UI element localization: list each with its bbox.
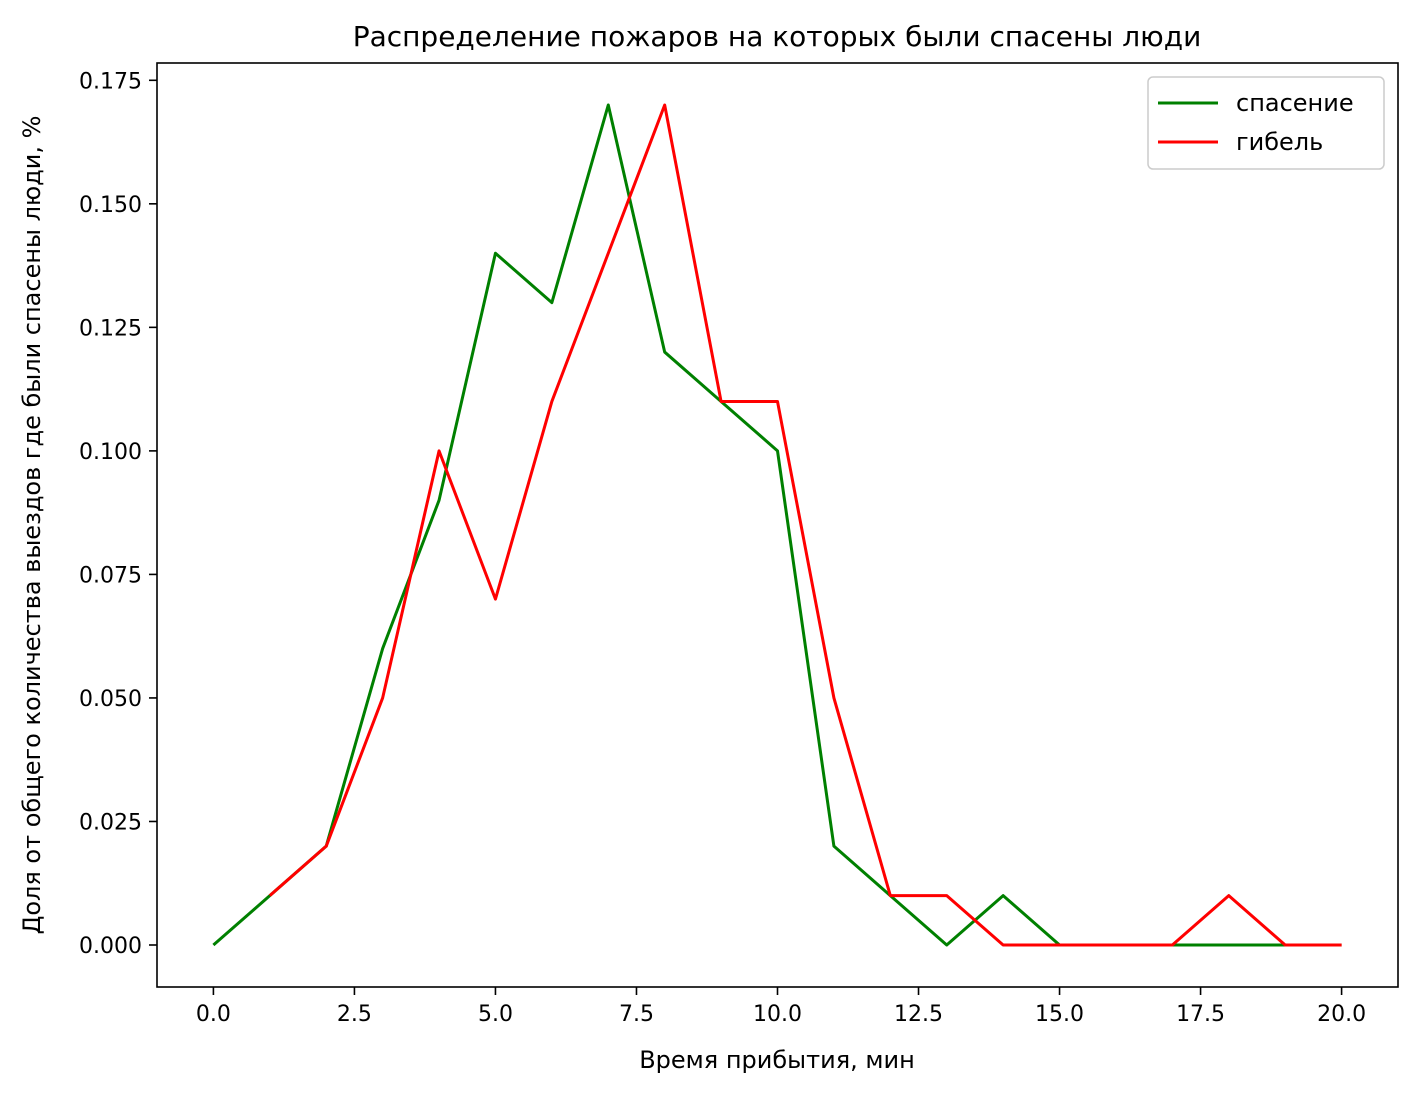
x-tick-label: 7.5 (619, 1002, 654, 1027)
y-axis-label: Доля от общего количества выездов где бы… (18, 116, 46, 935)
legend-label-gibel: гибель (1236, 128, 1323, 156)
plot-area: 0.0 2.5 5.0 7.5 10.0 12.5 15.0 17.5 20.0 0.0000.… (79, 62, 1399, 1027)
x-tick-label: 10.0 (753, 1002, 802, 1027)
x-tick-label: 20.0 (1317, 1002, 1366, 1027)
y-tick-label: 0.050 (79, 687, 142, 712)
chart-title: Распределение пожаров на которых были сп… (353, 20, 1202, 53)
x-axis-ticks: 0.0 2.5 5.0 7.5 10.0 12.5 15.0 17.5 20.0 (196, 987, 1366, 1027)
series-line-spasenie (212, 103, 1342, 947)
y-tick-label: 0.100 (79, 440, 142, 465)
plot-frame (156, 62, 1399, 988)
x-tick-label: 17.5 (1176, 1002, 1225, 1027)
series-line-gibel (268, 103, 1342, 947)
x-tick-label: 5.0 (478, 1002, 513, 1027)
y-tick-label: 0.000 (79, 934, 142, 959)
y-tick-label: 0.150 (79, 193, 142, 218)
y-tick-label: 0.025 (79, 810, 142, 835)
legend: спасение гибель (1147, 76, 1385, 170)
y-tick-label: 0.125 (79, 316, 142, 341)
x-tick-label: 2.5 (337, 1002, 372, 1027)
x-tick-label: 15.0 (1035, 1002, 1084, 1027)
y-axis-ticks: 0.000 0.025 0.050 0.075 0.100 0.125 0.150 0.175 (79, 69, 157, 959)
series-layer (212, 103, 1342, 947)
legend-box (1147, 76, 1385, 170)
x-tick-label: 12.5 (894, 1002, 943, 1027)
x-tick-label: 0.0 (196, 1002, 231, 1027)
legend-label-spasenie: спасение (1236, 89, 1354, 117)
y-tick-label: 0.175 (79, 69, 142, 94)
y-tick-label: 0.075 (79, 563, 142, 588)
x-axis-label: Время прибытия, мин (639, 1046, 915, 1074)
